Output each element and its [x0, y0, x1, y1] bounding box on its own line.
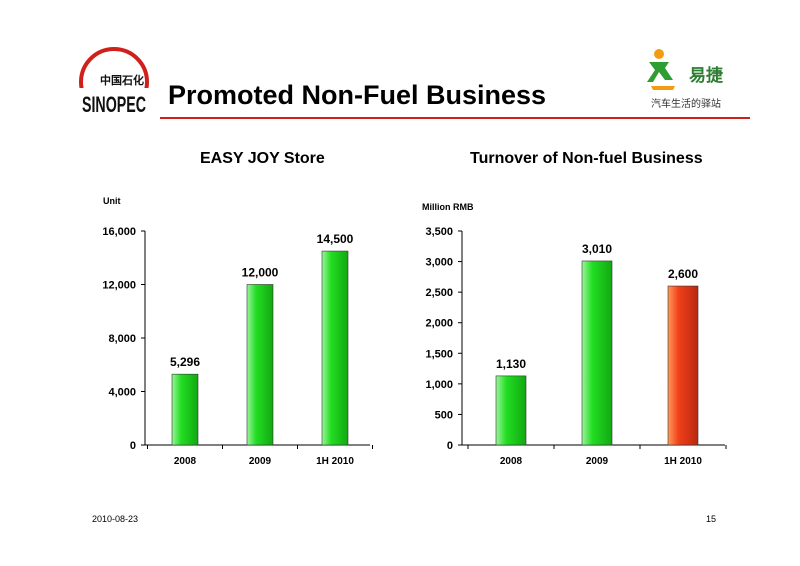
x-tick-label: 2009: [249, 456, 272, 467]
chart2-y-unit: Million RMB: [422, 202, 474, 212]
easy-joy-tagline: 汽车生活的驿站: [651, 99, 721, 110]
chart1-title: EASY JOY Store: [200, 150, 325, 167]
y-tick-label: 12,000: [102, 280, 136, 292]
bar-value-label: 3,010: [582, 242, 612, 256]
chart2-title: Turnover of Non-fuel Business: [470, 150, 703, 167]
y-tick-label: 3,000: [425, 257, 453, 269]
y-tick-label: 16,000: [102, 226, 136, 238]
bar-value-label: 12,000: [242, 266, 279, 280]
sinopec-logo: SINOPEC 中国石化: [78, 47, 150, 120]
chart1-y-unit: Unit: [103, 196, 121, 206]
x-tick-label: 2008: [174, 456, 197, 467]
bar: [495, 375, 527, 446]
x-tick-label: 2009: [586, 456, 609, 467]
bar: [321, 250, 349, 446]
page-number: 15: [706, 514, 717, 524]
y-tick-label: 0: [130, 440, 136, 452]
bar-value-label: 2,600: [668, 267, 698, 281]
y-tick-label: 1,000: [425, 379, 453, 391]
y-tick-label: 0: [447, 440, 453, 452]
y-tick-label: 500: [435, 409, 453, 421]
footer-date: 2010-08-23: [92, 514, 139, 524]
y-tick-label: 1,500: [425, 348, 453, 360]
bar: [171, 373, 199, 446]
bar-value-label: 14,500: [317, 232, 354, 246]
y-tick-label: 3,500: [425, 226, 453, 238]
x-tick-label: 2008: [500, 456, 523, 467]
y-tick-label: 2,000: [425, 318, 453, 330]
x-tick-label: 1H 2010: [316, 456, 354, 467]
bar-value-label: 5,296: [170, 355, 200, 369]
page-title: Promoted Non-Fuel Business: [168, 80, 547, 110]
bar: [246, 284, 274, 446]
svg-text:SINOPEC: SINOPEC: [82, 92, 146, 117]
x-tick-label: 1H 2010: [664, 456, 702, 467]
y-tick-label: 4,000: [108, 387, 136, 399]
bar-value-label: 1,130: [496, 357, 526, 371]
easy-joy-name: 易捷: [689, 66, 723, 86]
y-tick-label: 2,500: [425, 287, 453, 299]
title-divider: [160, 117, 750, 119]
bar: [581, 260, 613, 446]
svg-text:中国石化: 中国石化: [100, 73, 144, 87]
bar: [667, 285, 699, 446]
easy-joy-logo: [647, 49, 675, 90]
y-tick-label: 8,000: [108, 333, 136, 345]
